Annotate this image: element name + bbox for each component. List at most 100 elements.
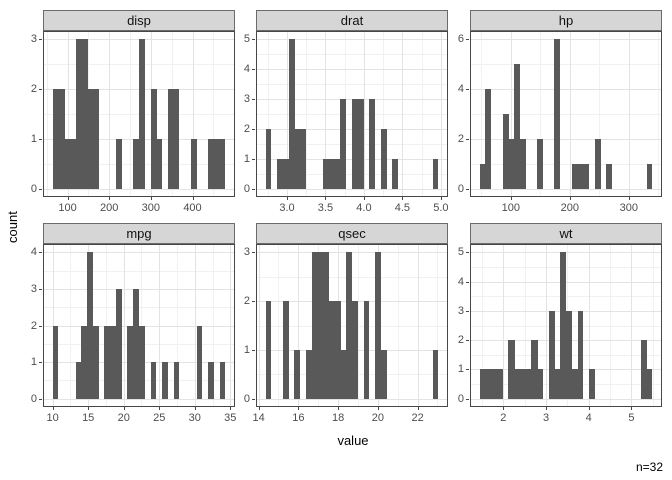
histogram-bar — [548, 310, 555, 399]
gridline-x — [481, 32, 483, 196]
y-tick-label: 4 — [457, 83, 464, 96]
histogram-bar — [646, 369, 653, 399]
gridline-x — [397, 245, 399, 406]
x-tick-label: 35 — [224, 412, 237, 424]
x-tick-label: 18 — [331, 412, 345, 424]
histogram-bar — [502, 114, 509, 189]
gridline-y — [471, 188, 661, 190]
histogram-bar — [328, 158, 336, 189]
histogram-bar — [305, 349, 313, 399]
x-tick-mark — [325, 197, 327, 200]
gridline-x — [258, 245, 260, 406]
y-tick-label: 0 — [457, 182, 464, 195]
y-tick-label: 4 — [457, 275, 464, 288]
x-tick-mark — [192, 197, 194, 200]
x-tick-label: 4 — [585, 412, 592, 424]
y-tick-mark — [39, 362, 42, 364]
histogram-bar — [52, 325, 59, 399]
facet-panel — [43, 31, 235, 197]
facet-panel — [43, 244, 235, 407]
y-tick-label: 1 — [30, 132, 37, 145]
histogram-bar — [606, 163, 613, 189]
histogram-bar — [69, 138, 77, 189]
histogram-bar — [340, 349, 347, 399]
gridline-x — [230, 245, 232, 406]
x-tick-mark — [402, 197, 404, 200]
y-tick-mark — [252, 69, 255, 71]
histogram-bar — [485, 369, 492, 399]
gridline-x — [192, 32, 194, 196]
gridline-x — [123, 245, 125, 406]
histogram-bar — [525, 369, 532, 399]
x-tick-mark — [417, 407, 419, 410]
y-tick-label: 2 — [457, 132, 464, 145]
gridline-x — [417, 245, 419, 406]
sample-size-annotation: n=32 — [635, 460, 663, 474]
facet-title: hp — [558, 13, 574, 28]
histogram-bar — [92, 325, 99, 399]
gridline-x — [402, 32, 404, 196]
y-tick-mark — [252, 301, 255, 303]
histogram-bar — [294, 128, 301, 189]
histogram-bar — [87, 252, 94, 399]
y-tick-mark — [252, 252, 255, 254]
y-tick-mark — [252, 39, 255, 41]
facet-strip: disp — [43, 10, 235, 31]
histogram-bar — [265, 301, 272, 399]
x-tick-mark — [67, 197, 69, 200]
gridline-x — [421, 32, 423, 196]
x-tick-mark — [52, 407, 54, 410]
histogram-bar — [508, 138, 515, 189]
histogram-bar — [208, 138, 215, 189]
gridline-y — [471, 138, 661, 140]
x-tick-label: 200 — [560, 202, 579, 214]
y-tick-mark — [39, 39, 42, 41]
y-tick-mark — [252, 99, 255, 101]
x-tick-mark — [338, 407, 340, 410]
histogram-bar — [156, 138, 163, 189]
y-axis-title: count — [5, 211, 20, 243]
gridline-y — [257, 39, 447, 41]
histogram-bar — [566, 310, 573, 399]
y-tick-label: 2 — [243, 295, 250, 308]
histogram-bar — [81, 39, 88, 189]
facet-strip: wt — [470, 223, 662, 244]
x-tick-label: 14 — [252, 412, 265, 424]
gridline-x — [298, 245, 300, 406]
x-tick-label: 3.0 — [279, 202, 295, 214]
histogram-bar — [81, 325, 88, 399]
gridline-x — [610, 245, 612, 406]
gridline-y — [471, 64, 661, 66]
gridline-x — [306, 32, 308, 196]
histogram-bar — [300, 128, 306, 189]
histogram-bar — [485, 89, 492, 189]
histogram-bar — [150, 89, 157, 189]
gridline-y — [44, 270, 234, 272]
x-tick-label: 3.5 — [317, 202, 334, 214]
histogram-bar — [537, 369, 543, 399]
gridline-x — [440, 32, 442, 196]
x-tick-mark — [230, 407, 232, 410]
y-tick-label: 2 — [30, 83, 37, 96]
x-tick-label: 25 — [153, 412, 166, 424]
gridline-y — [257, 69, 447, 71]
histogram-bar — [58, 89, 65, 189]
gridline-x — [631, 245, 633, 406]
gridline-x — [383, 32, 385, 196]
facet-strip: hp — [470, 10, 662, 31]
x-tick-mark — [628, 197, 630, 200]
gridline-y — [44, 188, 234, 190]
histogram-bar — [357, 99, 364, 189]
y-tick-label: 5 — [243, 33, 250, 46]
histogram-bar — [392, 158, 399, 189]
y-tick-mark — [466, 188, 469, 190]
histogram-bar — [288, 39, 295, 189]
x-tick-label: 16 — [292, 412, 305, 424]
y-tick-label: 3 — [457, 304, 464, 317]
histogram-bar — [311, 252, 318, 399]
gridline-x — [437, 245, 439, 406]
histogram-bar — [646, 163, 653, 189]
histogram-bar — [139, 39, 145, 189]
gridline-x — [357, 245, 359, 406]
